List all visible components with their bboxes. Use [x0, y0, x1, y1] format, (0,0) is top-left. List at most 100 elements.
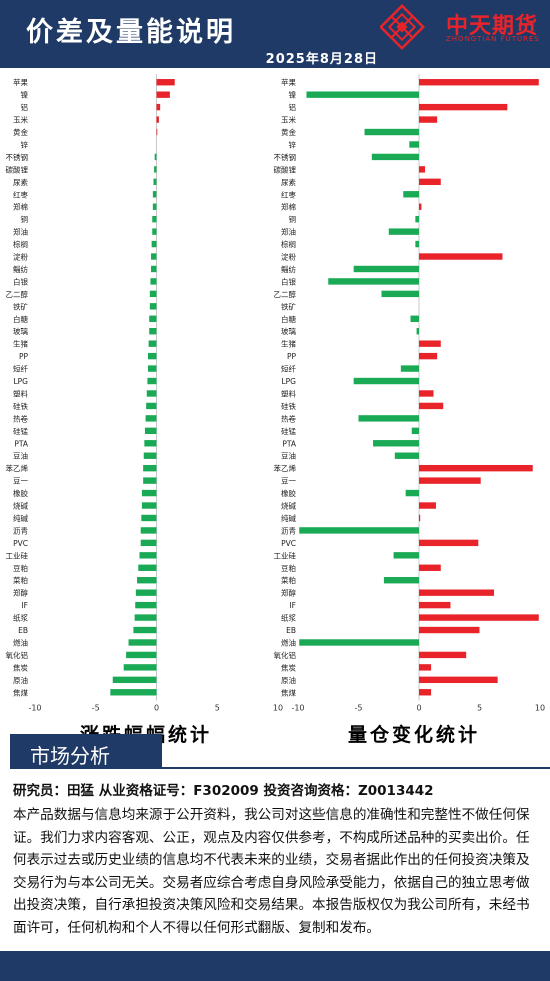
- category-label-price: 橡胶: [13, 488, 28, 498]
- charts-area: 苹果镍铝玉米黄金锌不锈钢碳酸锂尿素红枣郑棉铜郑油棕榈淀粉鲻纺白银乙二醇铁矿白糖玻…: [6, 74, 545, 713]
- bar-volume: [419, 203, 422, 210]
- category-label-volume: EB: [286, 626, 296, 635]
- category-label-price: 原油: [13, 675, 28, 685]
- bar-price: [139, 552, 157, 559]
- bar-price: [110, 689, 157, 696]
- category-label-volume: 碳酸锂: [274, 164, 297, 174]
- bar-price: [134, 614, 157, 621]
- bar-volume: [409, 141, 419, 148]
- bar-volume: [419, 676, 498, 684]
- bar-volume: [403, 191, 419, 198]
- logo-emblem-icon: [380, 4, 425, 50]
- category-label-volume: 锌: [289, 139, 297, 149]
- category-label-volume: 沥青: [281, 525, 296, 535]
- bar-price: [151, 265, 157, 273]
- category-label-volume: PVC: [281, 539, 296, 548]
- bar-price: [147, 377, 157, 385]
- category-label-volume: 玉米: [281, 115, 296, 125]
- bar-volume: [306, 91, 419, 98]
- category-label-volume: 尿素: [281, 177, 296, 187]
- category-label-price: 焦煤: [13, 687, 28, 697]
- bar-volume: [419, 79, 539, 86]
- category-label-volume: 棕榈: [281, 239, 296, 249]
- category-label-volume: 硅锰: [281, 426, 296, 436]
- bar-volume: [419, 166, 426, 173]
- category-label-volume: 镍: [289, 90, 297, 100]
- x-tick-label-volume: -5: [355, 704, 363, 713]
- category-label-volume: 白糖: [281, 314, 296, 324]
- bar-price: [140, 527, 157, 534]
- bar-price: [135, 601, 157, 609]
- bar-volume: [419, 390, 434, 397]
- report-date: 2025年8月28日: [265, 52, 378, 67]
- bar-price: [126, 651, 157, 659]
- bar-volume: [419, 601, 451, 609]
- bar-price: [112, 676, 157, 684]
- category-label-price: 棕榈: [13, 239, 28, 249]
- bar-price: [140, 539, 157, 547]
- bar-volume: [419, 502, 436, 509]
- bar-volume: [419, 564, 441, 571]
- category-label-price: PTA: [14, 439, 29, 448]
- bar-volume: [416, 328, 419, 335]
- x-tick-label-volume: 0: [416, 704, 421, 713]
- bar-volume: [419, 651, 467, 659]
- category-label-price: 氧化铝: [6, 650, 29, 660]
- bar-price: [149, 315, 157, 322]
- category-label-price: 菜粕: [13, 575, 28, 585]
- section-label: 市场分析: [30, 744, 110, 768]
- bar-volume: [419, 340, 441, 347]
- bar-volume: [373, 440, 419, 447]
- category-label-volume: 原油: [281, 675, 296, 685]
- bar-volume: [381, 290, 419, 298]
- bar-price: [153, 178, 157, 186]
- category-label-price: 淀粉: [13, 252, 28, 262]
- category-label-price: 烧碱: [13, 501, 28, 511]
- bar-volume: [419, 614, 539, 621]
- category-label-price: 短纤: [13, 364, 28, 374]
- category-label-volume: 硅铁: [281, 401, 296, 411]
- category-label-price: 豆粕: [13, 563, 28, 573]
- category-label-volume: 热卷: [281, 413, 296, 423]
- bar-volume: [393, 552, 419, 559]
- category-label-price: 豆一: [13, 477, 28, 486]
- category-label-volume: 铜: [289, 214, 297, 224]
- category-label-price: 工业硅: [6, 550, 29, 560]
- category-label-price: 郑油: [13, 227, 28, 237]
- category-label-volume: 铝: [289, 102, 297, 112]
- bar-volume: [419, 539, 479, 547]
- bar-price: [143, 452, 157, 459]
- category-label-price: 铝: [21, 102, 29, 112]
- category-label-price: EB: [18, 626, 28, 635]
- category-label-volume: 烧碱: [281, 501, 296, 511]
- bar-volume: [353, 265, 419, 273]
- bar-price: [141, 489, 157, 497]
- category-label-price: IF: [21, 601, 28, 610]
- category-label-price: 郑醇: [13, 588, 28, 598]
- bar-price: [147, 352, 157, 360]
- footer-bar: [0, 951, 550, 981]
- category-label-volume: 豆粕: [281, 563, 296, 573]
- logo-subtitle: ZHONGTIAN FUTURES: [446, 35, 540, 43]
- category-label-price: 铁矿: [13, 301, 28, 311]
- category-label-volume: 郑棉: [281, 202, 296, 212]
- bar-price: [135, 589, 157, 596]
- category-label-volume: 生猪: [281, 339, 296, 349]
- category-label-price: PVC: [13, 539, 28, 548]
- bar-price: [138, 564, 157, 571]
- category-label-price: 硅铁: [13, 401, 28, 411]
- bar-volume: [419, 103, 508, 111]
- x-tick-label-volume: 5: [477, 704, 482, 713]
- bar-price: [151, 240, 157, 248]
- category-label-price: 硅锰: [13, 426, 28, 436]
- category-label-volume: 不锈钢: [274, 152, 297, 162]
- x-tick-label-volume: 10: [535, 704, 545, 713]
- bar-volume: [299, 639, 419, 646]
- category-label-volume: 工业硅: [274, 550, 297, 560]
- category-label-price: 玻璃: [13, 326, 28, 336]
- category-label-price: 碳酸锂: [6, 164, 29, 174]
- category-label-price: 热卷: [13, 413, 28, 423]
- category-label-volume: 豆油: [281, 451, 296, 461]
- category-label-price: 燃油: [13, 637, 28, 647]
- category-label-volume: 塑料: [281, 388, 296, 398]
